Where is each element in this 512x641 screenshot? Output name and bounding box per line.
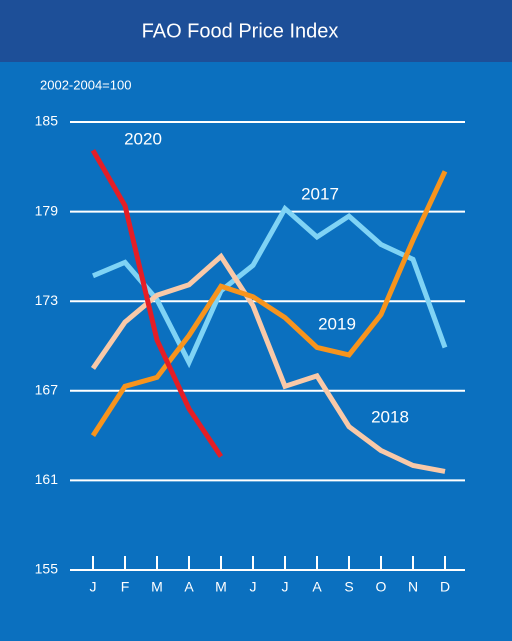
x-tick-label: A <box>184 579 194 595</box>
y-tick-label: 155 <box>35 561 59 577</box>
series-label: 2020 <box>124 129 162 148</box>
x-tick-label: N <box>408 579 418 595</box>
x-tick-label: J <box>90 579 97 595</box>
y-tick-label: 185 <box>35 113 59 129</box>
x-tick-label: J <box>282 579 289 595</box>
x-tick-label: D <box>440 579 450 595</box>
x-tick-label: J <box>250 579 257 595</box>
series-line <box>90 252 446 474</box>
x-tick-label: S <box>344 579 353 595</box>
series-line <box>90 170 448 437</box>
x-tick-label: O <box>376 579 387 595</box>
series-label: 2018 <box>371 407 409 426</box>
subtitle: 2002-2004=100 <box>40 77 131 92</box>
y-tick-label: 161 <box>35 471 59 487</box>
chart-title: FAO Food Price Index <box>142 20 339 42</box>
series-label: 2017 <box>301 184 339 203</box>
title-bar <box>0 0 512 62</box>
y-tick-label: 179 <box>35 202 59 218</box>
x-tick-label: A <box>312 579 322 595</box>
y-tick-label: 167 <box>35 382 59 398</box>
x-tick-label: M <box>151 579 163 595</box>
y-tick-label: 173 <box>35 292 59 308</box>
series-line <box>90 149 224 458</box>
x-tick-label: F <box>121 579 130 595</box>
x-tick-label: M <box>215 579 227 595</box>
series-label: 2019 <box>318 314 356 333</box>
series-line <box>92 204 448 369</box>
